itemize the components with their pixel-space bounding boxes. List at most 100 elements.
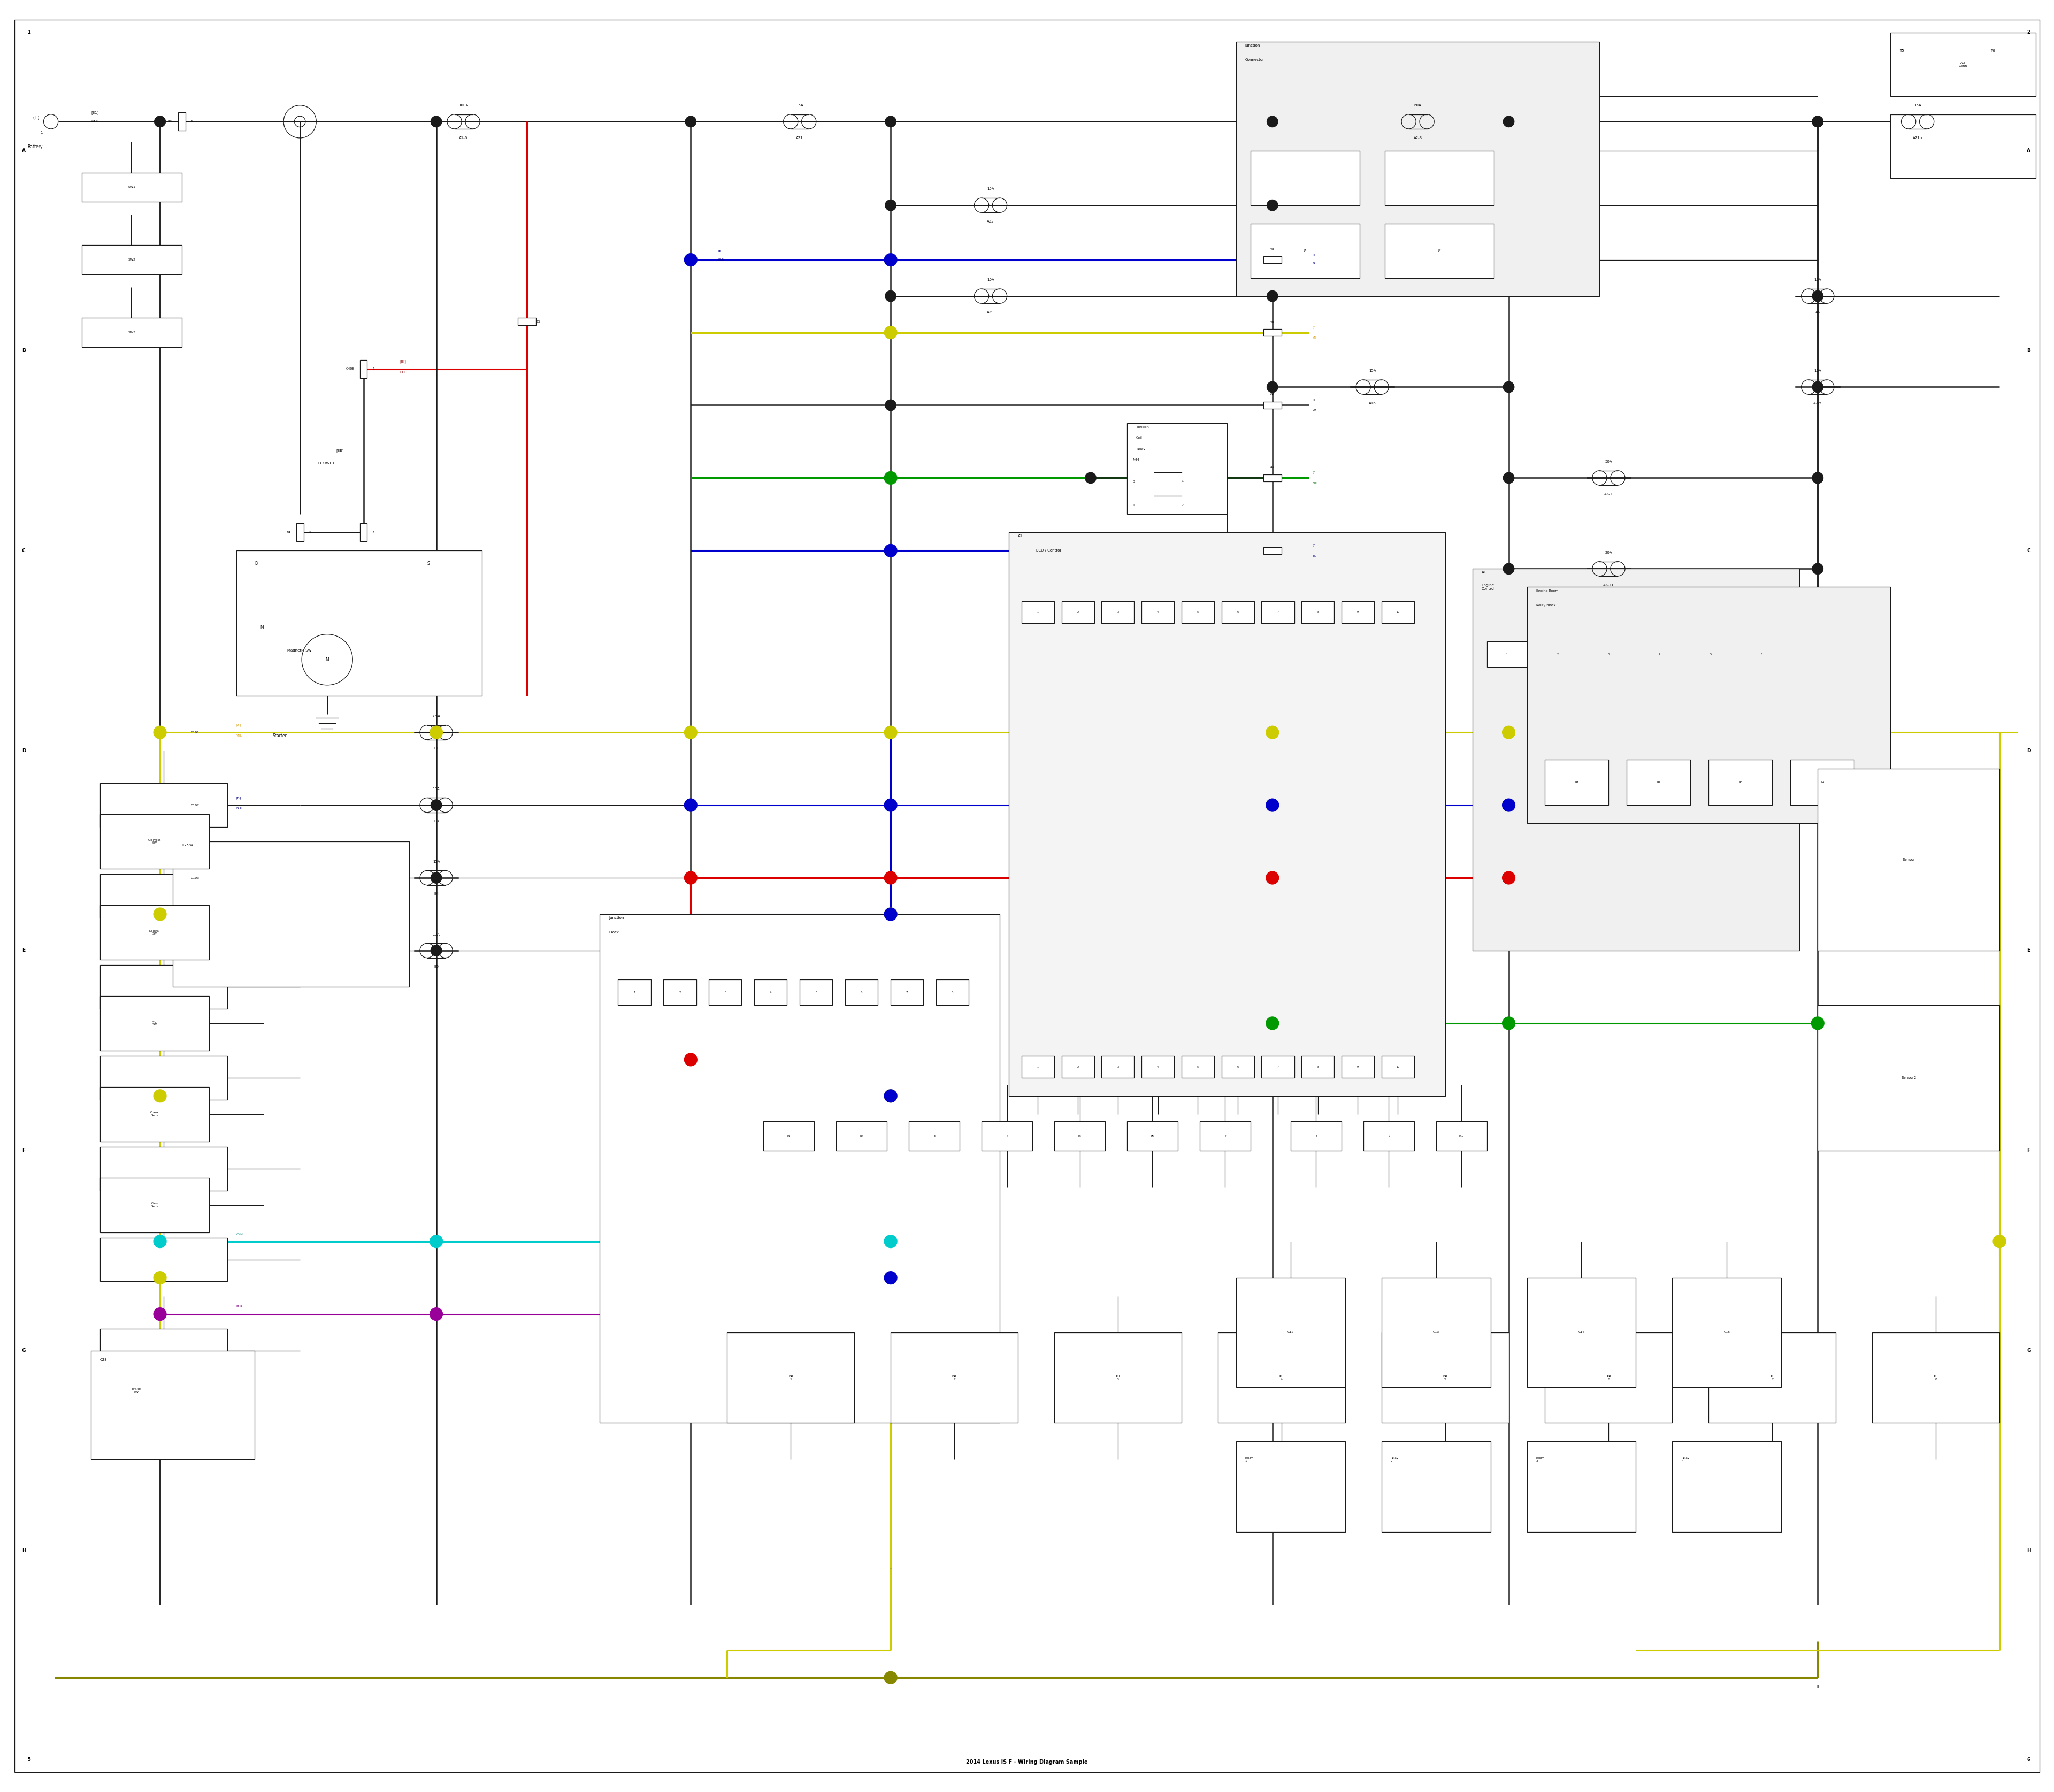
Bar <box>101 874 228 918</box>
Text: P2: P2 <box>861 1134 863 1138</box>
Circle shape <box>1992 1235 2007 1247</box>
Text: T6: T6 <box>1990 48 1994 52</box>
Text: CYN: CYN <box>236 1233 242 1235</box>
Text: 1: 1 <box>372 530 374 534</box>
Bar <box>1627 760 1690 805</box>
Bar <box>1873 1331 1999 1423</box>
Bar <box>101 996 210 1050</box>
Text: C408: C408 <box>345 367 355 371</box>
Text: D: D <box>23 749 27 753</box>
Circle shape <box>885 253 898 267</box>
Text: A22: A22 <box>988 220 994 222</box>
Text: Relay Block: Relay Block <box>1536 604 1555 606</box>
Circle shape <box>885 1235 898 1247</box>
Text: T5: T5 <box>1900 48 1904 52</box>
Bar <box>1742 642 1781 667</box>
Text: A2-11: A2-11 <box>1604 584 1614 586</box>
Circle shape <box>885 909 898 921</box>
Circle shape <box>431 116 442 127</box>
Bar <box>1251 224 1360 278</box>
Text: T1: T1 <box>168 120 173 124</box>
Text: H: H <box>2027 1548 2031 1554</box>
Bar <box>101 905 210 961</box>
Text: A: A <box>2027 149 2031 152</box>
Text: 1: 1 <box>1132 504 1134 507</box>
Text: F: F <box>23 1149 25 1152</box>
Text: F: F <box>2027 1149 2029 1152</box>
Bar <box>836 1122 887 1150</box>
Bar <box>891 1331 1019 1423</box>
Bar <box>1818 1005 1999 1150</box>
Text: INJ
1: INJ 1 <box>789 1374 793 1380</box>
Circle shape <box>1265 726 1280 738</box>
Text: 15A: 15A <box>1814 278 1822 281</box>
Bar <box>1101 1055 1134 1077</box>
Text: A1: A1 <box>1481 572 1487 573</box>
Bar <box>1890 32 2036 97</box>
Circle shape <box>1812 290 1824 301</box>
Text: 15A: 15A <box>1914 104 1920 108</box>
Circle shape <box>885 871 898 883</box>
Circle shape <box>686 116 696 127</box>
Text: P9: P9 <box>1386 1134 1391 1138</box>
Text: 60: 60 <box>1269 394 1273 396</box>
Text: [A]: [A] <box>236 724 240 726</box>
Circle shape <box>885 545 898 557</box>
Bar <box>359 523 368 541</box>
Text: P7: P7 <box>1224 1134 1226 1138</box>
Bar <box>1222 1055 1255 1077</box>
Text: 50A: 50A <box>1604 461 1612 464</box>
Bar <box>663 980 696 1005</box>
Text: 15A: 15A <box>797 104 803 108</box>
Bar <box>101 966 228 1009</box>
Bar <box>1263 475 1282 482</box>
Bar <box>764 1122 813 1150</box>
Text: B5: B5 <box>433 966 440 968</box>
Bar <box>1062 1055 1095 1077</box>
Text: Starter: Starter <box>273 733 288 738</box>
Text: A/C
SW: A/C SW <box>152 1020 156 1027</box>
Text: 15: 15 <box>536 321 540 323</box>
Circle shape <box>885 1271 898 1285</box>
Text: B: B <box>255 561 257 566</box>
Bar <box>1101 602 1134 624</box>
Bar <box>82 172 181 202</box>
Circle shape <box>1812 473 1824 484</box>
Text: P10: P10 <box>1458 1134 1465 1138</box>
Bar <box>1263 547 1282 554</box>
Circle shape <box>1501 871 1516 883</box>
Text: WHT: WHT <box>90 120 101 124</box>
Text: 59: 59 <box>1269 247 1273 251</box>
Circle shape <box>1265 799 1280 812</box>
Circle shape <box>684 253 696 267</box>
Bar <box>1263 330 1282 337</box>
Text: A: A <box>23 149 25 152</box>
Bar <box>101 1177 210 1233</box>
Bar <box>754 980 787 1005</box>
Circle shape <box>885 116 896 127</box>
Text: C15: C15 <box>1723 1331 1729 1333</box>
Bar <box>1218 1331 1345 1423</box>
Text: INJ
6: INJ 6 <box>1606 1374 1610 1380</box>
Bar <box>1261 602 1294 624</box>
Circle shape <box>1265 871 1280 883</box>
Bar <box>1054 1331 1181 1423</box>
Bar <box>1588 642 1629 667</box>
Text: BLU: BLU <box>719 258 725 262</box>
Bar <box>1290 1122 1341 1150</box>
Text: Brake
SW: Brake SW <box>131 1387 142 1394</box>
Text: P1: P1 <box>787 1134 791 1138</box>
Text: 1: 1 <box>308 530 310 534</box>
Text: [EE]: [EE] <box>337 448 343 452</box>
Circle shape <box>1504 473 1514 484</box>
Text: A2-1: A2-1 <box>1604 493 1612 496</box>
Text: 15A: 15A <box>988 188 994 190</box>
Text: GR: GR <box>1313 482 1317 484</box>
Text: E: E <box>23 948 25 953</box>
Bar <box>618 980 651 1005</box>
Text: 15A: 15A <box>433 860 440 864</box>
Text: C: C <box>23 548 25 554</box>
Circle shape <box>154 1235 166 1247</box>
Bar <box>1341 1055 1374 1077</box>
Bar <box>1436 1122 1487 1150</box>
